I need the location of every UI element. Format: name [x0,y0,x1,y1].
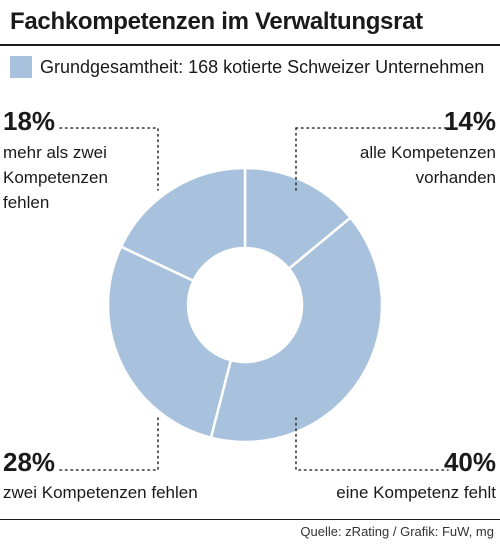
category-label-line: mehr als zwei [3,143,107,162]
title-rule [0,44,500,46]
leader-line-zwei-kompetenzen [59,417,159,471]
leader-line-mehr-als-zwei [59,127,159,191]
value-label-zwei-kompetenzen: 28% [3,447,56,477]
value-label-eine-kompetenz: 40% [443,447,496,477]
legend-label: Grundgesamtheit: 168 kotierte Schweizer … [40,56,485,77]
footer-rule [0,519,500,520]
category-label-line: eine Kompetenz fehlt [336,483,496,502]
category-label-line: Kompetenzen [3,168,108,187]
source-note: Quelle: zRating / Grafik: FuW, mg [300,524,494,539]
value-label-alle-kompetenzen: 14% [443,106,496,136]
category-label-line: vorhanden [415,168,496,187]
leader-line-eine-kompetenz [295,417,449,471]
slice-zwei-kompetenzen [106,245,233,440]
leader-line-alle-kompetenzen [295,127,449,191]
page-title: Fachkompetenzen im Verwaltungsrat [10,8,423,35]
value-label-mehr-als-zwei: 18% [3,106,56,136]
category-label-alle-kompetenzen: alle Kompetenzen vorhanden [360,140,496,190]
category-label-line: fehlen [3,193,50,212]
category-label-zwei-kompetenzen: zwei Kompetenzen fehlen [3,480,198,505]
category-label-mehr-als-zwei: mehr als zwei Kompetenzen fehlen [3,140,108,215]
legend-swatch [10,56,32,78]
slice-alle-kompetenzen [243,166,353,271]
category-label-line: zwei Kompetenzen fehlen [3,483,198,502]
slice-eine-kompetenz [209,215,384,444]
category-label-eine-kompetenz: eine Kompetenz fehlt [336,480,496,505]
category-label-line: alle Kompetenzen [359,143,496,162]
slice-mehr-als-zwei [119,166,247,283]
legend: Grundgesamtheit: 168 kotierte Schweizer … [10,56,484,78]
